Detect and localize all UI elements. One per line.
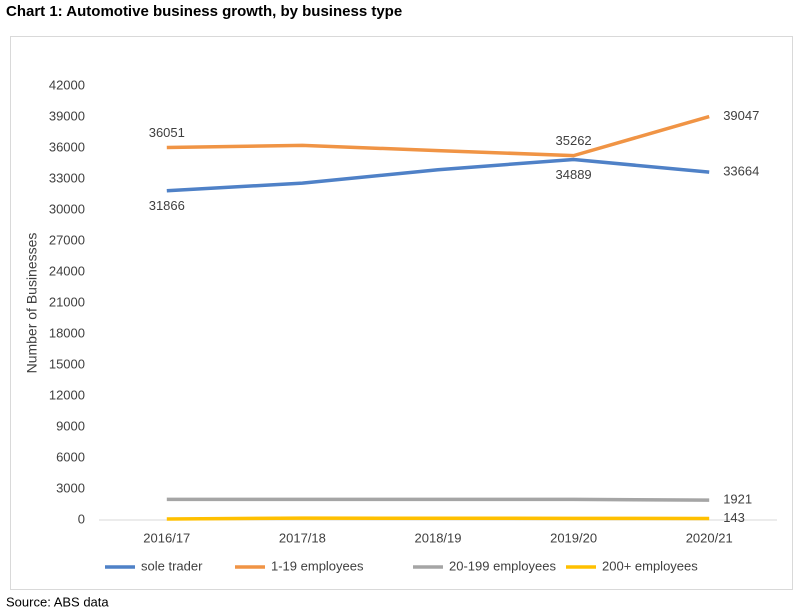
source: Source: ABS data [6,594,109,609]
legend-label: 20-199 employees [449,558,556,573]
series-line [166,497,710,502]
y-tick-label: 12000 [49,387,85,402]
y-tick-label: 42000 [49,77,85,92]
x-tick-label: 2017/18 [279,530,326,545]
legend-label: sole trader [141,558,203,573]
y-tick-label: 39000 [49,108,85,123]
y-tick-label: 6000 [56,449,85,464]
chart-title: Chart 1: Automotive business growth, by … [6,3,402,20]
x-tick-label: 2019/20 [550,530,597,545]
y-tick-label: 0 [78,511,85,526]
y-tick-label: 3000 [56,480,85,495]
data-label: 35262 [556,133,592,148]
y-tick-label: 24000 [49,263,85,278]
series-line [166,516,710,521]
y-axis-label: Number of Businesses [24,233,40,374]
series-line [166,157,710,193]
chart-frame [10,36,793,590]
x-tick-label: 2018/19 [415,530,462,545]
data-label: 1921 [723,492,752,507]
legend-label: 200+ employees [602,558,698,573]
y-tick-label: 36000 [49,139,85,154]
y-tick-label: 27000 [49,232,85,247]
data-label: 36051 [149,125,185,140]
data-label: 33664 [723,164,759,179]
y-tick-label: 21000 [49,294,85,309]
legend-label: 1-19 employees [271,558,364,573]
y-tick-label: 30000 [49,201,85,216]
y-tick-label: 18000 [49,325,85,340]
series-line [166,114,710,158]
data-label: 39047 [723,108,759,123]
y-tick-label: 9000 [56,418,85,433]
data-label: 34889 [556,167,592,182]
data-label: 31866 [149,198,185,213]
y-tick-label: 15000 [49,356,85,371]
x-tick-label: 2020/21 [686,530,733,545]
data-label: 143 [723,510,745,525]
y-tick-label: 33000 [49,170,85,185]
x-tick-label: 2016/17 [143,530,190,545]
